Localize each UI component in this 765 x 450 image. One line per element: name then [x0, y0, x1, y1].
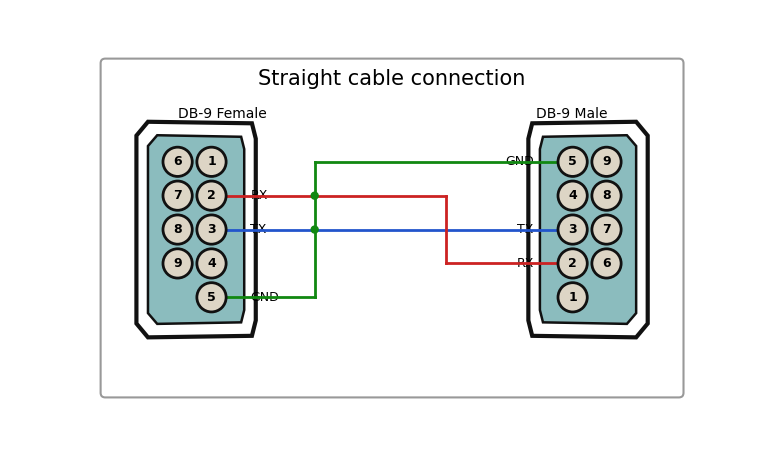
Circle shape — [197, 249, 226, 278]
Text: 8: 8 — [602, 189, 610, 202]
Polygon shape — [148, 135, 244, 324]
Text: DB-9 Female: DB-9 Female — [178, 107, 267, 121]
Text: RX: RX — [250, 189, 268, 202]
Circle shape — [558, 147, 588, 176]
Polygon shape — [529, 122, 648, 338]
Circle shape — [558, 181, 588, 210]
Circle shape — [197, 215, 226, 244]
Text: 5: 5 — [207, 291, 216, 304]
Text: 1: 1 — [568, 291, 577, 304]
Text: 9: 9 — [174, 257, 182, 270]
Circle shape — [163, 181, 192, 210]
Circle shape — [197, 283, 226, 312]
Text: 6: 6 — [174, 155, 182, 168]
Circle shape — [592, 249, 621, 278]
Text: 1: 1 — [207, 155, 216, 168]
Text: DB-9 Male: DB-9 Male — [536, 107, 607, 121]
Text: 4: 4 — [207, 257, 216, 270]
FancyBboxPatch shape — [101, 58, 683, 397]
Polygon shape — [540, 135, 636, 324]
Circle shape — [197, 181, 226, 210]
Polygon shape — [136, 122, 256, 338]
Circle shape — [558, 215, 588, 244]
Circle shape — [558, 283, 588, 312]
Text: 5: 5 — [568, 155, 577, 168]
Text: RX: RX — [516, 257, 534, 270]
Text: 2: 2 — [207, 189, 216, 202]
Text: Straight cable connection: Straight cable connection — [259, 69, 526, 90]
Text: GND: GND — [505, 155, 534, 168]
Circle shape — [592, 147, 621, 176]
Circle shape — [163, 249, 192, 278]
Circle shape — [311, 192, 318, 199]
Circle shape — [592, 215, 621, 244]
Text: 8: 8 — [174, 223, 182, 236]
Circle shape — [163, 215, 192, 244]
Text: 3: 3 — [568, 223, 577, 236]
Text: 7: 7 — [602, 223, 611, 236]
Circle shape — [197, 147, 226, 176]
Text: 3: 3 — [207, 223, 216, 236]
Text: 9: 9 — [602, 155, 610, 168]
Text: 4: 4 — [568, 189, 577, 202]
Text: GND: GND — [250, 291, 279, 304]
Text: 2: 2 — [568, 257, 577, 270]
Text: 7: 7 — [173, 189, 182, 202]
Text: 6: 6 — [602, 257, 610, 270]
Circle shape — [592, 181, 621, 210]
Text: TX: TX — [517, 223, 534, 236]
Circle shape — [311, 226, 318, 233]
Circle shape — [163, 147, 192, 176]
Text: TX: TX — [250, 223, 267, 236]
Circle shape — [558, 249, 588, 278]
